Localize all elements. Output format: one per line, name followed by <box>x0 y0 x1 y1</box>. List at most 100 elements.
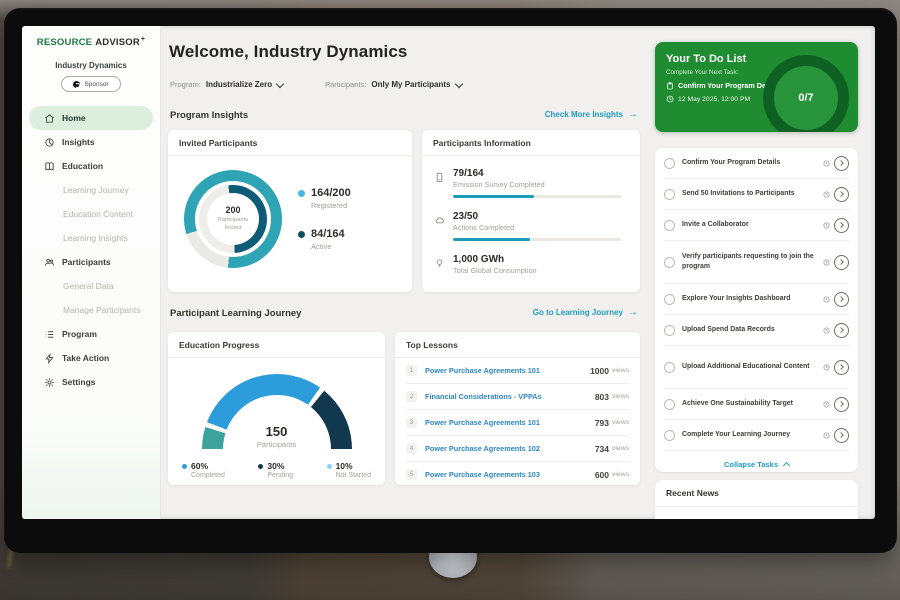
sidebar-item-take-action[interactable]: Take Action <box>29 346 153 370</box>
lesson-link[interactable]: Power Purchase Agreements 103 <box>425 470 540 479</box>
collapse-tasks-button[interactable]: Collapse Tasks <box>664 451 849 478</box>
sidebar-item-manage-participants[interactable]: Manage Participants <box>29 298 153 322</box>
lesson-views: 793 <box>594 417 609 428</box>
todo-tasks-card: Confirm Your Program Details Send 50 Inv… <box>655 148 858 472</box>
card-title: Top Lessons <box>395 332 640 358</box>
task-chevron-button[interactable] <box>834 155 849 171</box>
task-checkbox[interactable] <box>664 219 675 231</box>
donut-center-label: Participants Invited <box>217 217 249 231</box>
link-label: Check More Insights <box>544 110 623 119</box>
legend-item-not-started: 10% Not Started <box>326 461 371 479</box>
legend-value: 84/164 <box>311 228 345 240</box>
lesson-row[interactable]: 5 Power Purchase Agreements 103 600 view… <box>406 462 629 487</box>
sidebar-item-participants[interactable]: Participants <box>29 250 153 274</box>
sidebar-item-home[interactable]: Home <box>29 106 153 130</box>
insights-icon <box>44 137 55 148</box>
task-row[interactable]: Achieve One Sustainability Target <box>664 389 849 420</box>
task-chevron-button[interactable] <box>834 359 849 375</box>
sidebar-item-education-content[interactable]: Education Content <box>29 202 153 226</box>
filters-row: Program: Industrialize Zero Participants… <box>170 79 463 89</box>
task-checkbox[interactable] <box>664 293 675 305</box>
action-icon <box>44 352 55 364</box>
legend-label: Completed <box>191 472 225 479</box>
go-to-learning-journey-link[interactable]: Go to Learning Journey → <box>533 307 638 317</box>
task-checkbox[interactable] <box>664 398 675 410</box>
task-chevron-button[interactable] <box>834 217 849 233</box>
lesson-row[interactable]: 4 Power Purchase Agreements 102 734 view… <box>406 436 629 462</box>
task-checkbox[interactable] <box>664 256 675 268</box>
legend-dot <box>182 463 187 469</box>
task-checkbox[interactable] <box>664 429 675 441</box>
info-row-emission-survey: 79/164 Emission Survey Completed <box>434 168 628 198</box>
sidebar-item-label: Program <box>62 329 97 339</box>
lesson-row[interactable]: 1 Power Purchase Agreements 101 1000 vie… <box>406 358 629 384</box>
task-chevron-button[interactable] <box>834 254 849 270</box>
task-chevron-button[interactable] <box>834 427 849 443</box>
sidebar-item-label: Participants <box>62 257 111 267</box>
legend-item-active: 84/164 Active <box>298 228 351 251</box>
cloud-icon <box>434 213 445 224</box>
task-label: Complete Your Learning Journey <box>682 431 791 438</box>
task-row[interactable]: Invite a Collaborator <box>664 210 849 241</box>
legend-item-pending: 30% Pending <box>258 461 293 479</box>
lesson-link[interactable]: Financial Considerations - VPPAs <box>425 392 542 401</box>
task-checkbox[interactable] <box>664 361 675 373</box>
todo-subtitle: Complete Your Next Task: <box>666 69 739 76</box>
lesson-link[interactable]: Power Purchase Agreements 101 <box>425 418 540 427</box>
task-row[interactable]: Upload Spend Data Records <box>664 315 849 346</box>
check-more-insights-link[interactable]: Check More Insights → <box>544 109 638 119</box>
task-row[interactable]: Verify participants requesting to join t… <box>664 241 849 284</box>
task-row[interactable]: Send 50 Invitations to Participants <box>664 179 849 210</box>
lesson-views: 1000 <box>590 365 609 376</box>
participants-value: Only My Participants <box>371 80 451 89</box>
clock-icon <box>823 363 830 371</box>
info-value: 1,000 GWh <box>453 254 505 265</box>
legend-pct: 10% <box>335 461 353 471</box>
recent-news-card: Recent News <box>655 480 858 519</box>
sidebar-item-label: Settings <box>62 377 96 387</box>
sidebar-item-settings[interactable]: Settings <box>29 370 153 394</box>
legend-value: 164/200 <box>311 187 351 199</box>
sidebar-item-learning-journey[interactable]: Learning Journey <box>29 178 153 202</box>
task-row[interactable]: Complete Your Learning Journey <box>664 420 849 451</box>
sidebar-item-program[interactable]: Program <box>29 322 153 346</box>
sidebar-item-learning-insights[interactable]: Learning Insights <box>29 226 153 250</box>
todo-progress-ring: 0/7 <box>763 55 849 132</box>
lesson-link[interactable]: Power Purchase Agreements 101 <box>425 366 540 375</box>
lesson-row[interactable]: 3 Power Purchase Agreements 101 793 view… <box>406 410 629 436</box>
sidebar-item-label: Insights <box>62 137 95 147</box>
sidebar-item-general-data[interactable]: General Data <box>29 274 153 298</box>
task-chevron-button[interactable] <box>834 396 849 412</box>
task-row[interactable]: Confirm Your Program Details <box>664 148 849 179</box>
task-chevron-button[interactable] <box>834 186 849 202</box>
sidebar-item-label: Learning Insights <box>63 233 128 243</box>
task-chevron-button[interactable] <box>834 322 849 338</box>
donut-legend: 164/200 Registered 84/164 Active <box>298 187 351 251</box>
views-suffix: views <box>612 393 629 400</box>
todo-next-task: Confirm Your Program Details <box>678 81 781 90</box>
task-checkbox[interactable] <box>664 188 675 200</box>
task-row[interactable]: Explore Your Insights Dashboard <box>664 284 849 315</box>
task-row[interactable]: Upload Additional Educational Content <box>664 346 849 389</box>
legend-item-completed: 60% Completed <box>182 461 225 479</box>
lesson-link[interactable]: Power Purchase Agreements 102 <box>425 444 540 453</box>
sidebar-item-education[interactable]: Education <box>29 154 153 178</box>
views-suffix: views <box>612 471 629 478</box>
donut-chart-area: 200 Participants Invited 164/200 Registe… <box>168 156 412 268</box>
task-checkbox[interactable] <box>664 324 675 336</box>
logo-advisor: ADVISOR <box>95 37 140 48</box>
program-select[interactable]: Program: Industrialize Zero <box>170 79 285 89</box>
task-label: Explore Your Insights Dashboard <box>682 295 791 302</box>
participants-info-body: 79/164 Emission Survey Completed 23/50 A… <box>422 156 640 275</box>
chevron-down-icon <box>454 79 463 88</box>
task-chevron-button[interactable] <box>834 291 849 307</box>
sidebar-item-label: Home <box>62 113 86 123</box>
gauge-center-label: Participants <box>256 440 297 449</box>
task-checkbox[interactable] <box>664 157 675 169</box>
invited-participants-card: Invited Participants 200 Participants In… <box>168 130 412 292</box>
participants-select[interactable]: Participants: Only My Participants <box>325 79 463 89</box>
sidebar-item-insights[interactable]: Insights <box>29 130 153 154</box>
chevron-up-icon <box>782 461 791 470</box>
lesson-row[interactable]: 2 Financial Considerations - VPPAs 803 v… <box>406 384 629 410</box>
views-suffix: views <box>612 367 629 374</box>
